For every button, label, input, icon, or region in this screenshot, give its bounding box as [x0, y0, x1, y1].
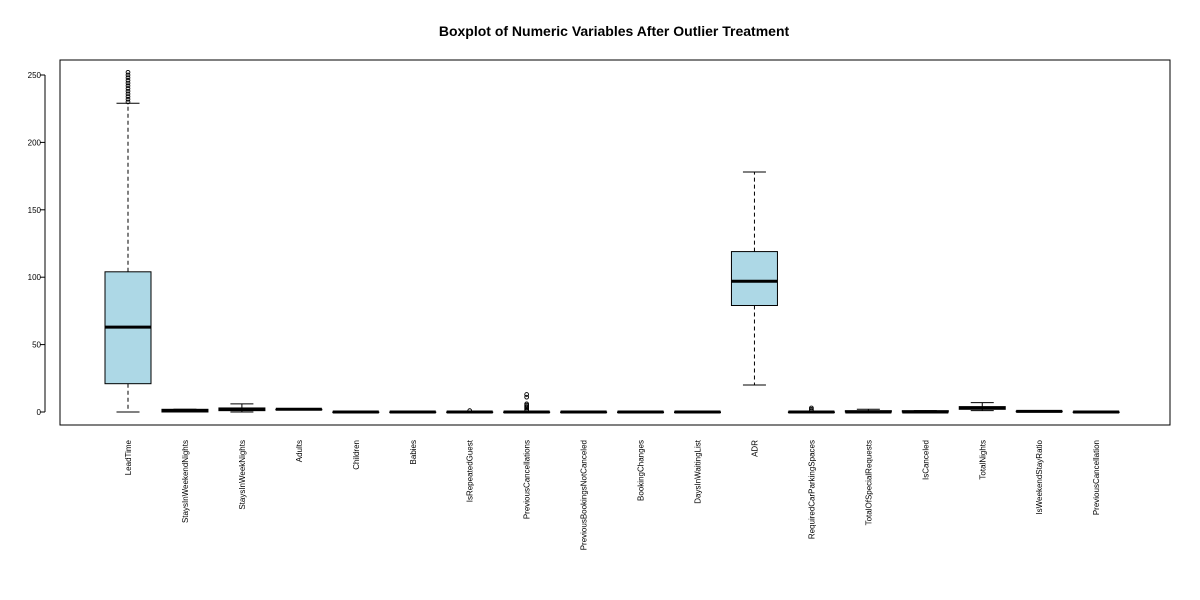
- outlier-point: [524, 401, 529, 407]
- box-StaysInWeekNights: [218, 403, 266, 413]
- x-tick-label: Babies: [409, 440, 418, 464]
- x-tick-label: StaysInWeekNights: [238, 440, 247, 510]
- box-ADR: [730, 171, 778, 386]
- x-tick-label: Children: [352, 440, 361, 470]
- box-TotalOfSpecialRequests: [844, 408, 892, 414]
- x-tick-label: Adults: [295, 440, 304, 462]
- x-tick-label: ADR: [750, 440, 759, 457]
- chart-title: Boxplot of Numeric Variables After Outli…: [439, 23, 790, 39]
- box-Babies: [389, 410, 437, 414]
- x-tick-label: PreviousCancellations: [523, 440, 532, 519]
- x-tick-label: RequiredCarParkingSpaces: [807, 440, 816, 539]
- outlier-point: [524, 392, 529, 397]
- box-Adults: [275, 407, 323, 411]
- outlier-point: [125, 75, 131, 81]
- box-BookingChanges: [617, 410, 665, 414]
- x-tick-label: TotalNights: [978, 440, 987, 480]
- plot-frame: [59, 59, 1171, 426]
- outlier-point: [524, 394, 529, 400]
- box-DaysInWaitingList: [674, 410, 721, 414]
- outlier-point: [125, 91, 131, 97]
- outlier-point: [467, 408, 473, 414]
- box-Children: [332, 410, 380, 414]
- y-tick-label: 0: [37, 408, 42, 417]
- x-tick-label: IsWeekendStayRatio: [1035, 439, 1044, 514]
- y-tick-label: 200: [28, 138, 42, 147]
- x-tick-label: StaysInWeekendNights: [181, 440, 190, 523]
- outlier-point: [125, 78, 131, 83]
- y-axis: 0 50 100 150 200 250: [28, 71, 46, 417]
- box-IsWeekendStayRatio: [1015, 409, 1063, 413]
- x-tick-label: PreviousCancellation: [1092, 440, 1101, 515]
- iqr-box: [730, 251, 778, 307]
- outlier-point: [125, 80, 131, 86]
- box-LeadTime: [104, 69, 152, 413]
- y-tick-label: 50: [32, 341, 41, 350]
- box-PreviousCancellations: [503, 392, 551, 414]
- outlier-point: [125, 94, 131, 99]
- y-tick-label: 250: [28, 71, 42, 80]
- y-tick-label: 100: [28, 273, 42, 282]
- y-tick-label: 150: [28, 206, 42, 215]
- outlier-point: [125, 86, 131, 91]
- outlier-point: [125, 96, 131, 102]
- boxes-group: [104, 69, 1120, 414]
- box-IsRepeatedGuest: [446, 408, 494, 414]
- outlier-point: [125, 72, 131, 78]
- box-PreviousCancellation: [1072, 410, 1120, 414]
- outlier-point: [125, 88, 131, 94]
- outlier-point: [809, 405, 814, 411]
- box-PreviousBookingsNotCanceled: [560, 410, 608, 414]
- box-TotalNights: [958, 402, 1006, 412]
- outlier-point: [125, 83, 131, 89]
- x-tick-label: IsRepeatedGuest: [466, 439, 475, 502]
- outlier-point: [125, 69, 131, 75]
- outlier-point: [125, 99, 131, 105]
- box-RequiredCarParkingSpaces: [787, 405, 835, 414]
- box-IsCanceled: [901, 410, 949, 414]
- x-tick-label: IsCanceled: [921, 440, 930, 480]
- x-tick-label: PreviousBookingsNotCanceled: [580, 440, 589, 550]
- x-tick-label: LeadTime: [124, 439, 133, 475]
- x-axis-labels: LeadTime StaysInWeekendNights StaysInWeekN…: [124, 439, 1101, 550]
- x-tick-label: TotalOfSpecialRequests: [864, 440, 873, 525]
- box-StaysInWeekendNights: [161, 408, 209, 413]
- x-tick-label: DaysInWaitingList: [694, 439, 703, 504]
- x-tick-label: BookingChanges: [637, 440, 646, 501]
